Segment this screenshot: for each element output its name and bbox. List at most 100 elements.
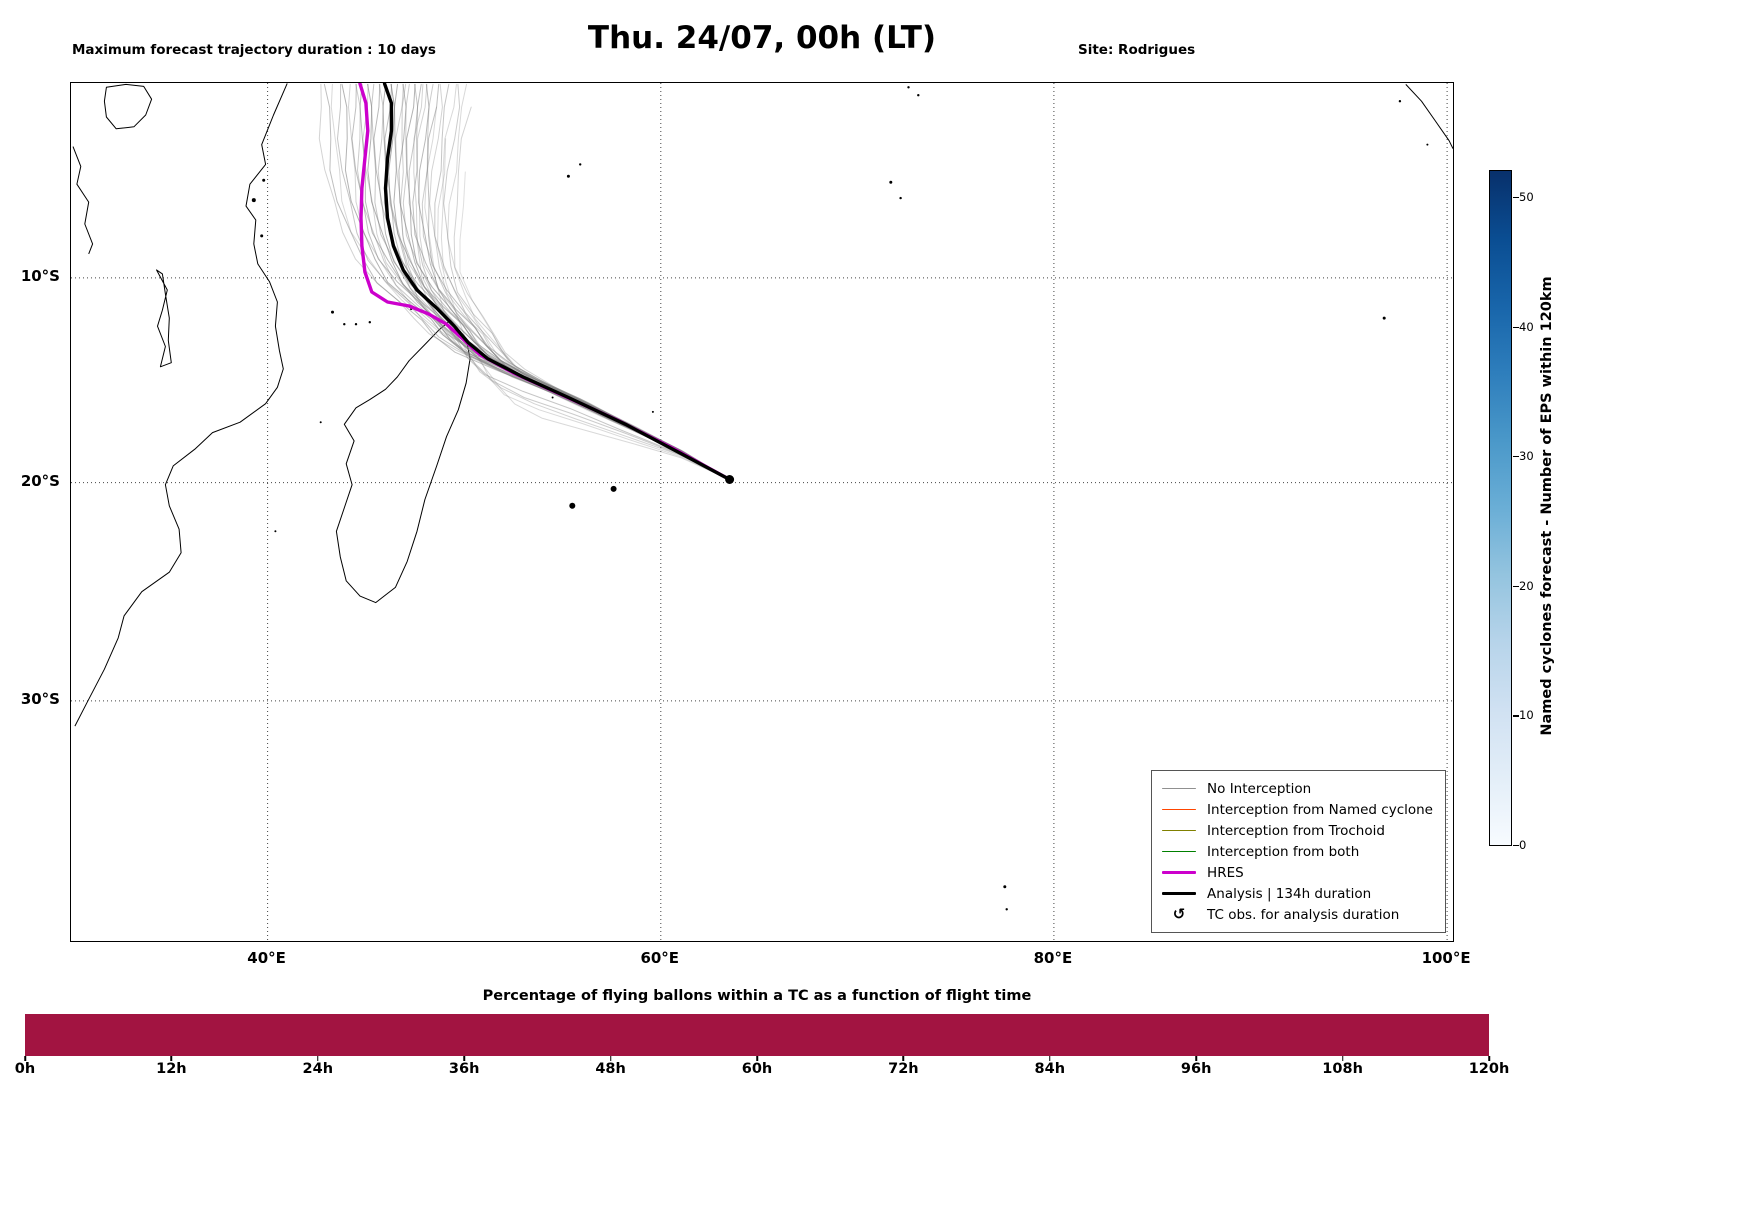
bottom-axis-tick-label: 24h [302, 1061, 334, 1077]
bottom-axis-tick [1195, 1056, 1197, 1061]
ensemble-trajectory [408, 83, 731, 480]
tc-start-point [725, 475, 735, 484]
colorbar-tick-label: 0 [1519, 838, 1527, 852]
bottom-axis-tick [1488, 1056, 1490, 1061]
island-dot [566, 174, 570, 178]
y-tick-label: 10°S [20, 266, 60, 285]
colorbar-tick-label: 20 [1519, 578, 1534, 593]
legend-line-swatch [1162, 891, 1197, 896]
line-swatch [1162, 891, 1197, 896]
ensemble-trajectory [418, 83, 731, 480]
island-dot [907, 86, 910, 89]
island-dot [1003, 885, 1007, 889]
bottom-axis-tick [756, 1056, 758, 1061]
line-swatch [1162, 808, 1197, 811]
legend-label: Interception from Trochoid [1207, 822, 1385, 839]
island-dot [331, 310, 334, 314]
legend-entry: Interception from both [1162, 841, 1433, 862]
legend-label: Interception from Named cyclone [1207, 801, 1433, 818]
colorbar-tick [1513, 585, 1519, 588]
line-swatch [1162, 829, 1197, 832]
legend-line-swatch [1162, 829, 1197, 832]
bottom-axis-tick-label: 72h [888, 1061, 919, 1077]
bottom-axis-tick [463, 1056, 465, 1061]
island-dot [343, 323, 346, 326]
legend-label: No Interception [1207, 780, 1312, 797]
bottom-axis-tick [609, 1056, 612, 1061]
island-dot [354, 323, 358, 326]
colorbar-tick-label: 40 [1519, 319, 1534, 334]
max-duration-line: Maximum forecast trajectory duration : 1… [72, 42, 436, 58]
island-dot [1005, 908, 1008, 911]
ensemble-trajectory [337, 83, 731, 480]
ensemble-trajectory [443, 83, 731, 480]
bottom-axis-tick [24, 1056, 26, 1061]
bottom-axis-tick-label: 48h [595, 1061, 626, 1077]
balloon-percentage-fill [25, 1014, 1489, 1056]
africa-east-coast-coastline [74, 83, 288, 727]
island-dot [651, 410, 654, 413]
ensemble-trajectory [323, 83, 731, 480]
analysis-track [382, 83, 732, 482]
ensemble-trajectory [421, 83, 731, 480]
ensemble-trajectory [459, 171, 731, 480]
ensemble-trajectory [359, 83, 731, 480]
island-dot [262, 178, 266, 182]
bottom-axis-tick [170, 1056, 173, 1061]
bottom-axis-tick [902, 1056, 905, 1061]
ensemble-trajectory [434, 83, 731, 480]
lake-victoria-coastline [103, 83, 153, 130]
legend-entry: No Interception [1162, 778, 1433, 799]
bottom-axis-tick-label: 96h [1180, 1061, 1212, 1077]
legend-line-swatch [1162, 850, 1197, 853]
bottom-axis-tick [1341, 1056, 1344, 1061]
trajectory-map: No Interception Interception from Named c… [70, 82, 1454, 942]
ensemble-trajectory [437, 138, 731, 480]
ensemble-trajectory [398, 83, 731, 480]
bottom-axis-tick-label: 12h [156, 1061, 187, 1077]
ensemble-trajectory [453, 106, 731, 480]
ensemble-trajectory [424, 106, 731, 480]
colorbar-tick [1513, 456, 1519, 458]
island-dot [889, 180, 893, 184]
legend-label: Interception from both [1207, 843, 1360, 860]
legend-line-swatch [1162, 870, 1197, 875]
island-dot [1398, 100, 1402, 103]
legend-entry: Interception from Named cyclone [1162, 799, 1433, 820]
legend-label: HRES [1207, 864, 1244, 881]
legend-entry: ↺ TC obs. for analysis duration [1162, 904, 1433, 925]
ensemble-trajectory [440, 83, 731, 480]
legend-entry: HRES [1162, 862, 1433, 883]
site-line: Site: Rodrigues [1078, 42, 1196, 58]
ensemble-trajectory [388, 83, 731, 480]
hres-track [358, 83, 732, 482]
tc-obs-icon: ↺ [1172, 905, 1186, 923]
bottom-axis-tick-label: 0h [14, 1061, 36, 1077]
bottom-axis-tick-label: 108h [1322, 1061, 1363, 1077]
island-dot [319, 421, 322, 424]
ensemble-trajectory [427, 83, 731, 480]
x-tick-label: 60°E [640, 949, 680, 967]
bottom-chart-title: Percentage of flying ballons within a TC… [482, 988, 1032, 1004]
island-dot [569, 502, 576, 509]
colorbar-tick [1513, 196, 1519, 199]
trajectory-map-canvas [71, 83, 1453, 941]
legend-entry: Analysis | 134h duration [1162, 883, 1433, 904]
ensemble-trajectory [399, 83, 731, 480]
x-tick-label: 40°E [247, 949, 286, 967]
balloon-percentage-bar [25, 1014, 1489, 1056]
legend-label: Analysis | 134h duration [1207, 885, 1372, 902]
ensemble-trajectory [402, 83, 731, 480]
y-tick-label: 30°S [20, 689, 60, 708]
colorbar-tick-label: 10 [1519, 708, 1534, 723]
bottom-axis-tick-label: 60h [741, 1061, 773, 1077]
island-dot [368, 321, 371, 324]
ensemble-trajectory [406, 83, 731, 480]
madagascar-coastline [335, 319, 471, 604]
bottom-axis-tick-label: 84h [1034, 1061, 1066, 1077]
island-dot [274, 530, 277, 533]
colorbar-tick [1513, 845, 1519, 847]
y-tick-label: 20°S [20, 471, 60, 490]
island-dot [610, 485, 617, 492]
legend: No Interception Interception from Named c… [1151, 770, 1446, 933]
